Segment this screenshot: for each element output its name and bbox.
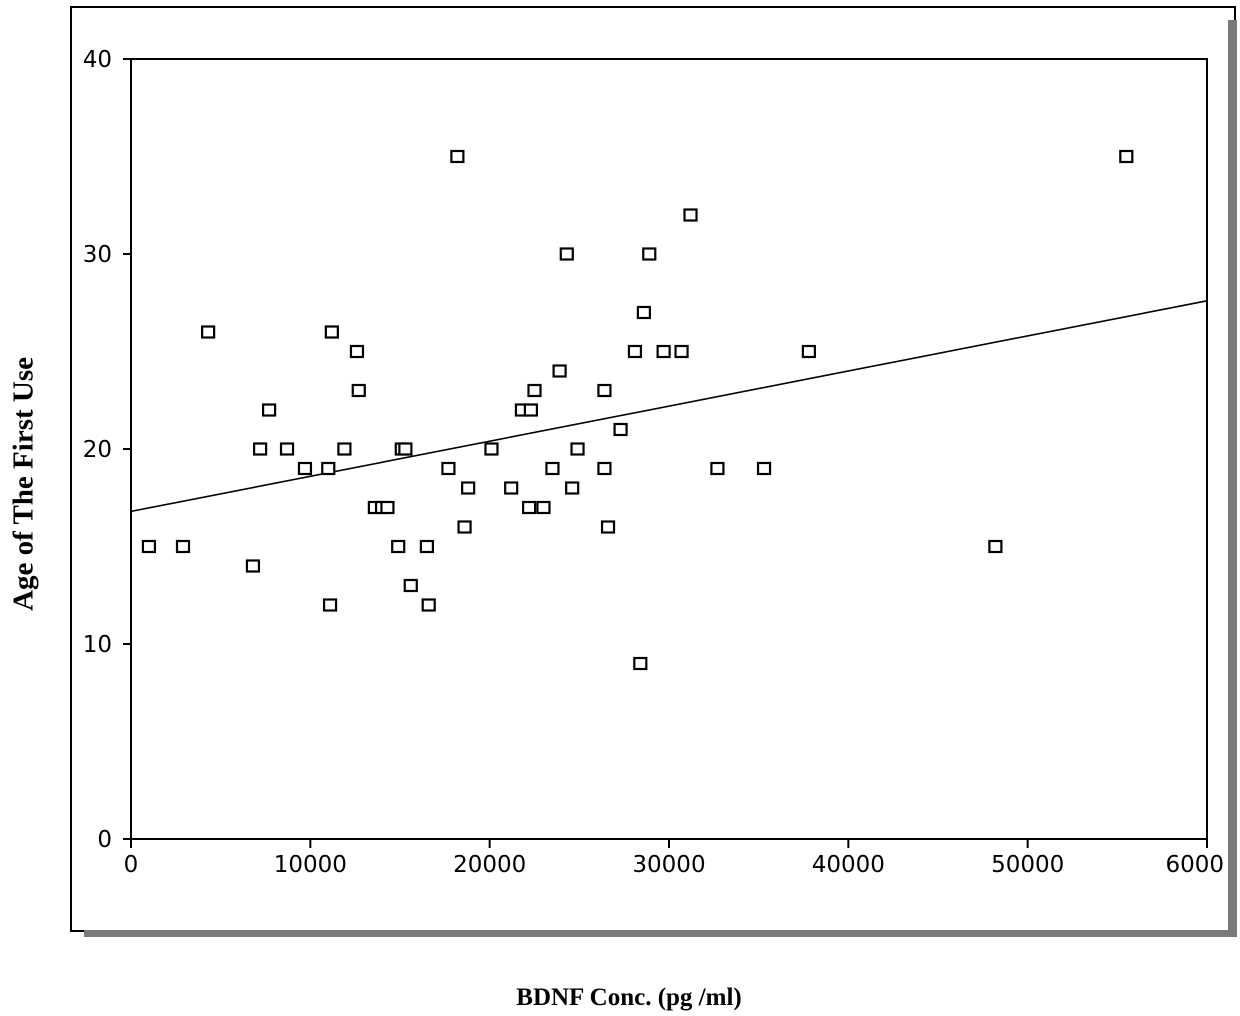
frame-shadow-bottom xyxy=(84,930,1237,937)
data-point xyxy=(600,520,616,534)
data-point xyxy=(545,461,560,476)
data-point xyxy=(756,461,772,476)
y-tick-label: 0 xyxy=(97,827,112,853)
x-tick-label: 30000 xyxy=(632,852,705,878)
y-axis: 0 10 20 30 40 xyxy=(83,47,131,853)
data-point xyxy=(261,403,277,417)
data-point xyxy=(683,208,698,222)
data-point xyxy=(461,481,476,495)
data-point xyxy=(523,403,539,417)
y-tick-label: 10 xyxy=(83,632,112,658)
data-point xyxy=(391,539,406,554)
x-axis-label: BDNF Conc. (pg /ml) xyxy=(516,984,742,1011)
data-point xyxy=(141,539,157,554)
x-tick-label: 6000 xyxy=(1165,852,1224,878)
data-point xyxy=(421,598,436,612)
data-point xyxy=(613,422,628,437)
data-point xyxy=(570,442,585,456)
data-point xyxy=(642,247,657,261)
data-point xyxy=(279,442,295,456)
x-tick-label: 20000 xyxy=(453,852,526,878)
data-point xyxy=(450,149,465,164)
data-point xyxy=(484,442,499,456)
data-point xyxy=(1119,149,1134,164)
data-point xyxy=(398,442,413,456)
data-point xyxy=(175,539,191,554)
data-point xyxy=(380,500,395,515)
data-point xyxy=(253,442,268,456)
x-tick-label: 50000 xyxy=(991,852,1064,878)
data-point xyxy=(674,344,689,359)
data-point xyxy=(245,559,261,573)
data-point xyxy=(633,656,648,671)
x-tick-label: 0 xyxy=(124,852,139,878)
data-point xyxy=(322,598,338,612)
data-point xyxy=(297,461,313,476)
data-point xyxy=(559,247,574,261)
frame-shadow-right xyxy=(1228,20,1237,937)
data-points xyxy=(141,149,1134,671)
chart-frame xyxy=(70,6,1236,932)
data-point xyxy=(636,305,651,320)
data-point xyxy=(627,344,643,359)
y-tick-label: 30 xyxy=(83,242,112,268)
data-point xyxy=(337,442,352,456)
y-tick-label: 40 xyxy=(83,47,112,73)
data-point xyxy=(504,481,519,495)
data-point xyxy=(801,344,816,359)
data-point xyxy=(656,344,671,359)
regression-line xyxy=(130,300,1208,513)
data-point xyxy=(403,578,418,593)
data-point xyxy=(710,461,725,476)
data-point xyxy=(522,500,537,515)
data-point xyxy=(321,461,336,476)
data-point xyxy=(201,325,216,339)
data-point xyxy=(597,461,612,476)
data-point xyxy=(565,481,580,495)
data-point xyxy=(457,520,472,534)
data-point xyxy=(349,344,365,359)
x-axis: 0 10000 20000 30000 40000 50000 6000 xyxy=(124,839,1224,878)
data-point xyxy=(536,500,551,515)
data-point xyxy=(441,461,456,476)
data-point xyxy=(527,383,542,398)
x-tick-label: 10000 xyxy=(274,852,347,878)
x-tick-label: 40000 xyxy=(812,852,885,878)
y-tick-label: 20 xyxy=(83,437,112,463)
data-point xyxy=(552,364,567,378)
y-axis-label: Age of The First Use xyxy=(7,357,40,611)
data-point xyxy=(351,383,366,398)
data-point xyxy=(988,539,1003,554)
data-point xyxy=(324,325,339,339)
data-point xyxy=(419,539,434,554)
data-point xyxy=(597,383,612,398)
